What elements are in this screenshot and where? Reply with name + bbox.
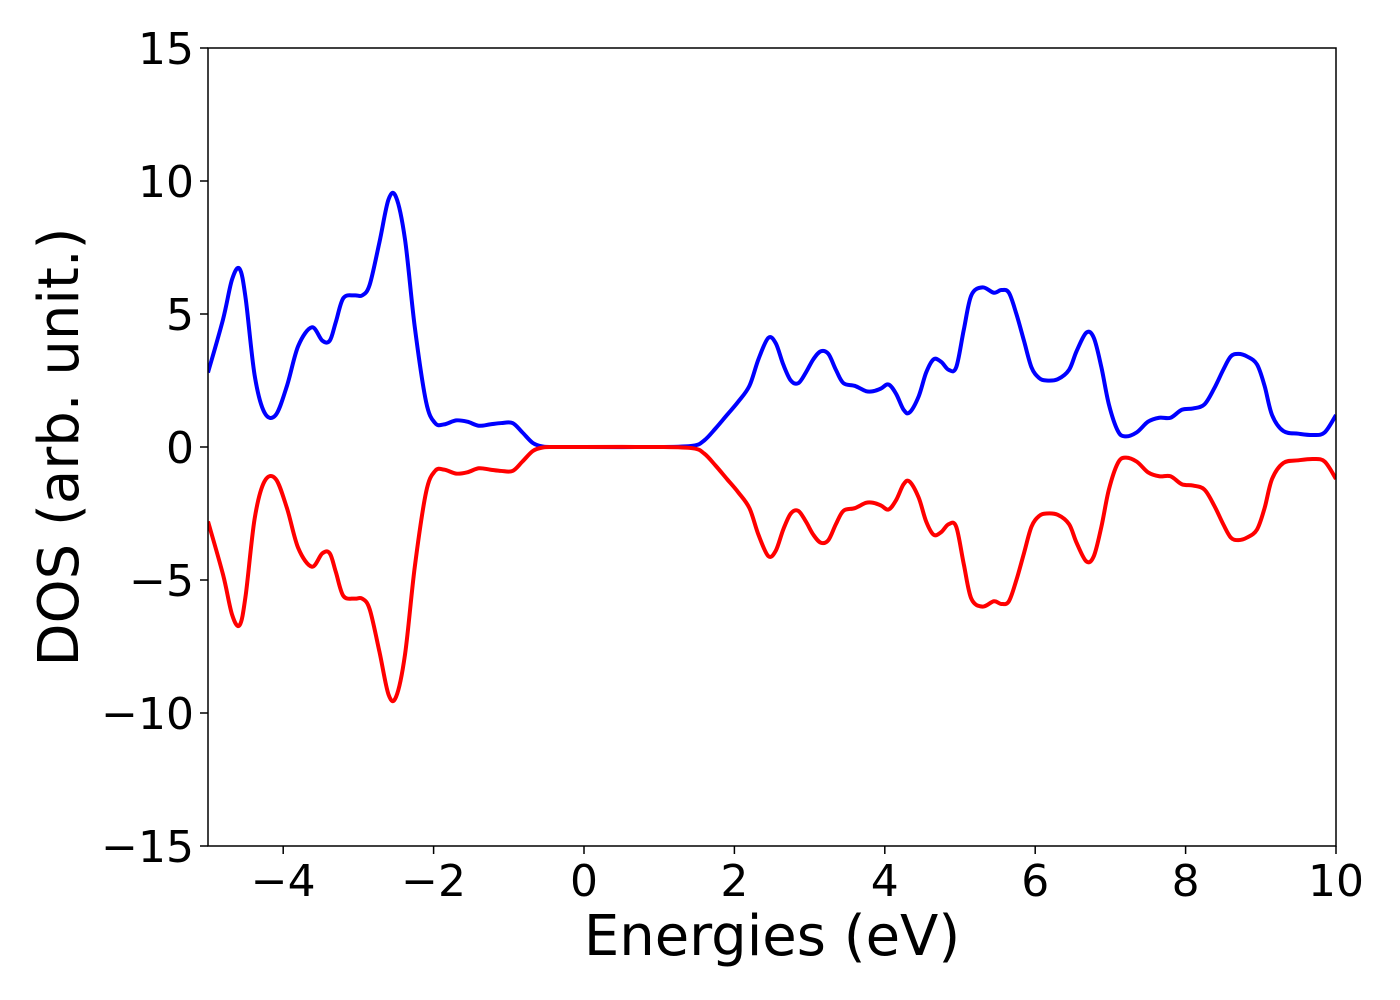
y-tick-label: 15 [138,24,194,75]
series-layer [208,190,1336,704]
x-tick-label: 2 [720,856,748,907]
x-tick-label: 8 [1172,856,1200,907]
y-tick-label: −10 [101,689,194,740]
x-tick-label: −2 [401,856,466,907]
x-tick-label: 4 [871,856,899,907]
x-axis-label: Energies (eV) [584,904,960,969]
y-axis-label: DOS (arb. unit.) [27,227,92,666]
x-tick-label: 10 [1308,856,1364,907]
y-tick-label: 10 [138,157,194,208]
y-tick-label: 5 [166,290,194,341]
x-tick-label: 6 [1021,856,1049,907]
y-tick-label: 0 [166,423,194,474]
y-tick-label: −5 [129,556,194,607]
x-axis: −4 −2 0 2 4 6 8 10 [251,846,1364,907]
x-tick-label: 0 [570,856,598,907]
y-tick-label: −15 [101,822,194,873]
plot-area [208,48,1336,846]
y-axis: 15 10 5 0 −5 −10 −15 [101,24,208,873]
series-line-1 [208,190,1336,450]
series-line-2 [208,444,1336,704]
x-tick-label: −4 [251,856,316,907]
